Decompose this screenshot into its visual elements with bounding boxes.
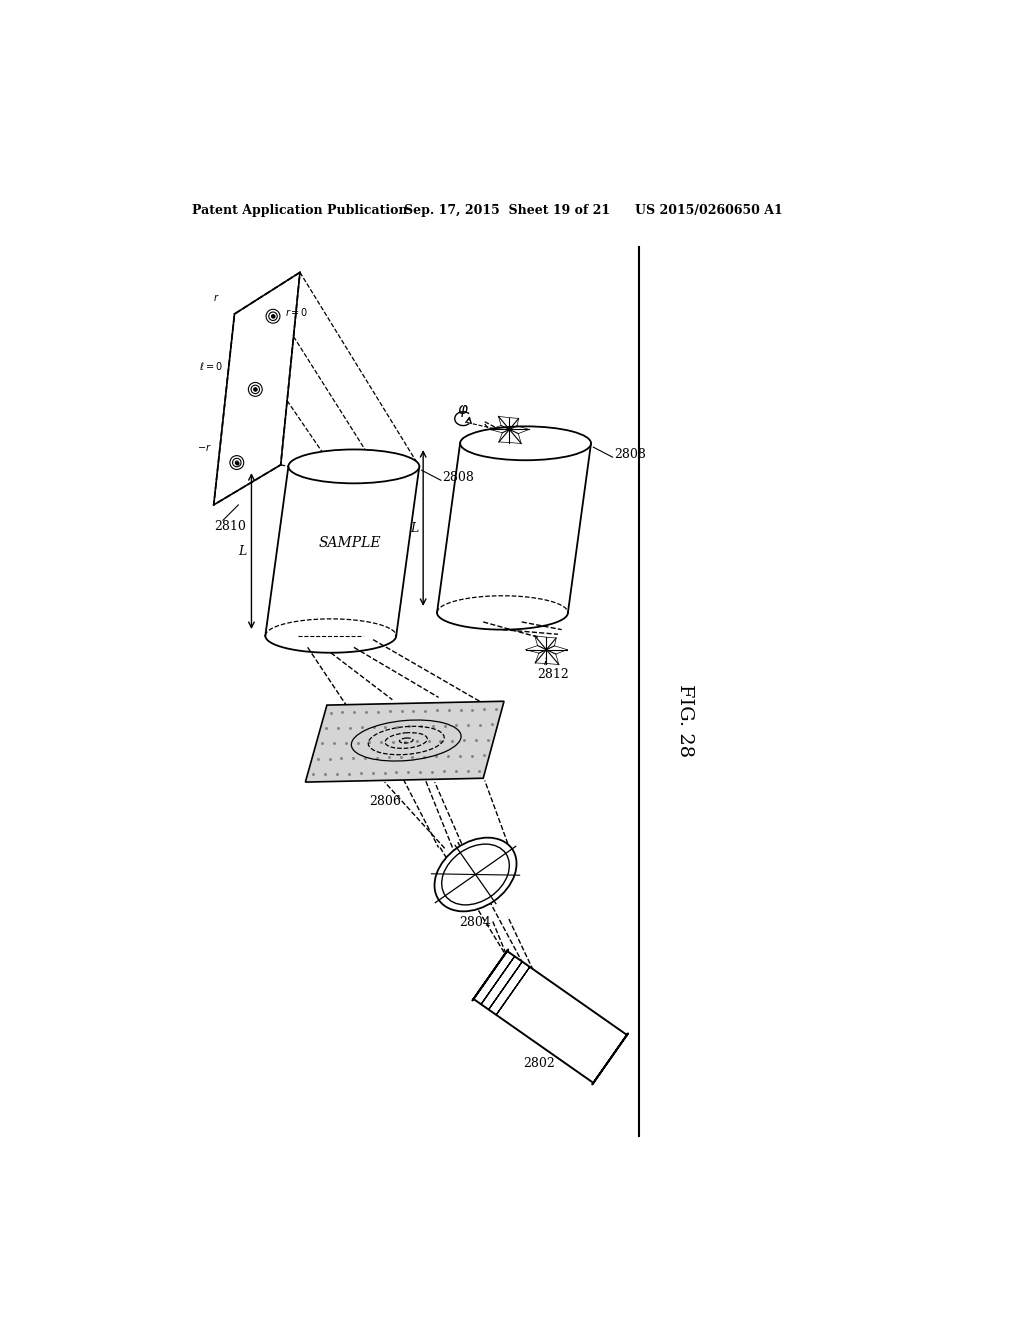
Ellipse shape xyxy=(289,449,419,483)
Text: L: L xyxy=(239,545,247,557)
Text: $\ell=0$: $\ell=0$ xyxy=(200,360,223,372)
Text: US 2015/0260650 A1: US 2015/0260650 A1 xyxy=(635,205,782,218)
Text: $r$: $r$ xyxy=(213,292,219,302)
Text: Patent Application Publication: Patent Application Publication xyxy=(193,205,408,218)
Text: Sep. 17, 2015  Sheet 19 of 21: Sep. 17, 2015 Sheet 19 of 21 xyxy=(403,205,610,218)
Ellipse shape xyxy=(460,426,591,461)
Polygon shape xyxy=(437,444,591,612)
Text: $-r$: $-r$ xyxy=(197,442,211,453)
Ellipse shape xyxy=(434,838,516,911)
Text: 2808: 2808 xyxy=(442,471,474,484)
Polygon shape xyxy=(265,466,419,636)
Text: 2806: 2806 xyxy=(369,795,400,808)
Polygon shape xyxy=(214,272,300,506)
Text: L: L xyxy=(410,521,418,535)
Text: 2810: 2810 xyxy=(214,520,246,533)
Text: 2804: 2804 xyxy=(459,916,490,929)
Text: 2812: 2812 xyxy=(538,668,569,681)
Ellipse shape xyxy=(441,843,509,906)
Text: SAMPLE: SAMPLE xyxy=(318,536,381,550)
Text: $\varphi$: $\varphi$ xyxy=(458,403,469,418)
Polygon shape xyxy=(305,701,504,781)
Text: 2808: 2808 xyxy=(614,449,646,462)
Text: 2802: 2802 xyxy=(523,1056,555,1069)
Text: $r=0$: $r=0$ xyxy=(285,306,308,318)
Text: FIG. 28: FIG. 28 xyxy=(676,684,694,758)
Polygon shape xyxy=(473,950,627,1082)
